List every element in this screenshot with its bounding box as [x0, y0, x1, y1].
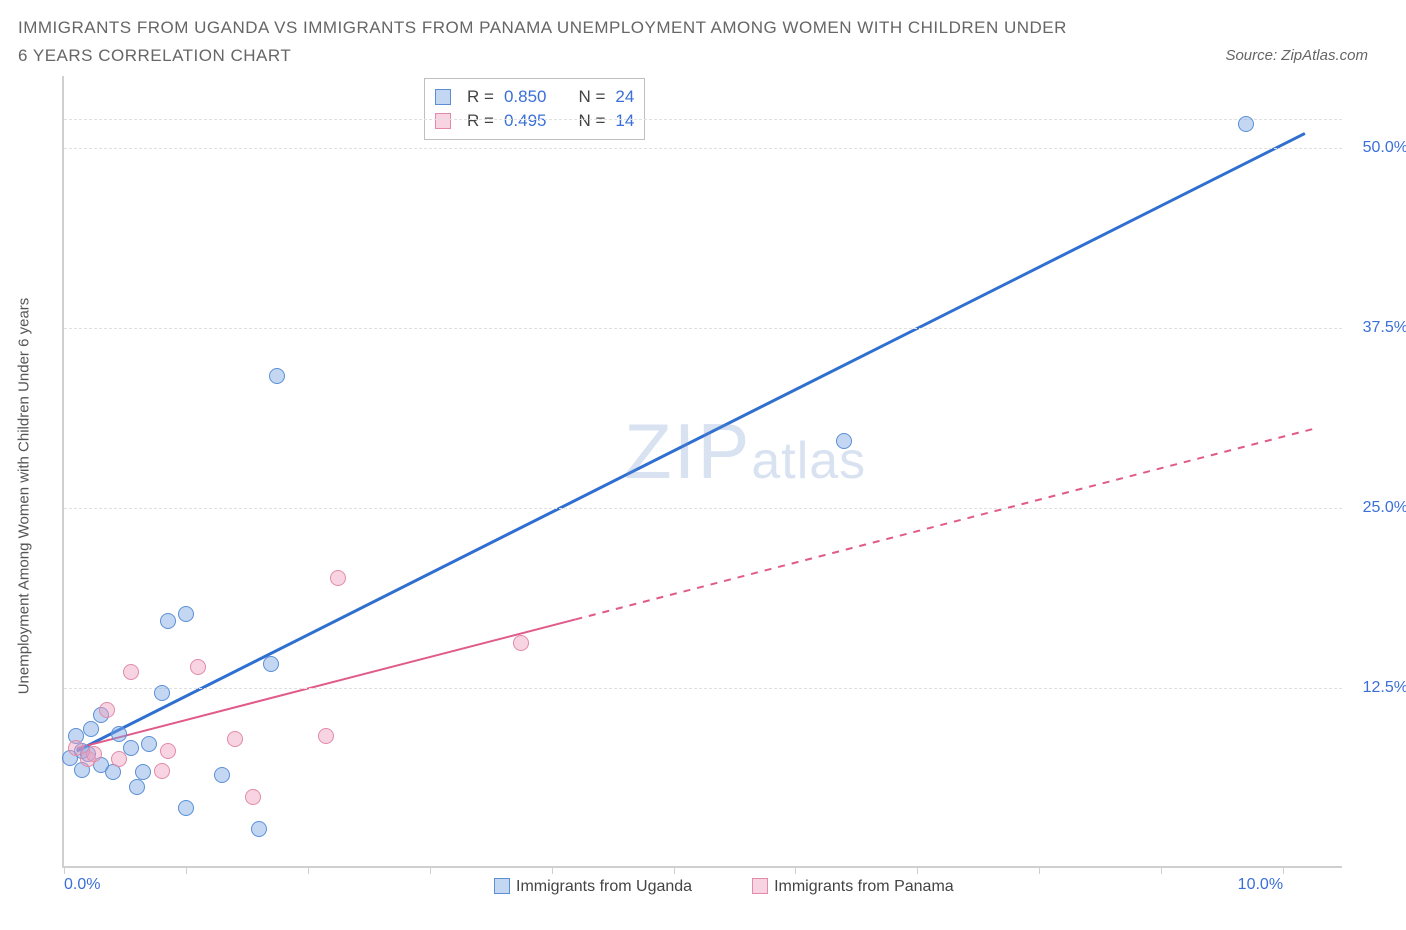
data-point-panama [123, 664, 139, 680]
data-point-uganda [111, 726, 127, 742]
x-tick-label: 10.0% [1238, 876, 1283, 894]
source-attribution: Source: ZipAtlas.com [1225, 47, 1388, 70]
x-tick [1039, 866, 1040, 874]
data-point-uganda [251, 821, 267, 837]
y-axis-label: Unemployment Among Women with Children U… [16, 298, 33, 695]
x-tick [308, 866, 309, 874]
data-point-uganda [129, 779, 145, 795]
data-point-uganda [269, 368, 285, 384]
trend-line-uganda [77, 133, 1305, 751]
data-point-uganda [836, 433, 852, 449]
grid-line [64, 119, 1342, 120]
data-point-panama [111, 751, 127, 767]
data-point-uganda [154, 685, 170, 701]
data-point-panama [513, 635, 529, 651]
data-point-panama [190, 659, 206, 675]
x-tick-label: 0.0% [64, 876, 100, 894]
x-tick [64, 866, 65, 874]
y-tick-label: 25.0% [1363, 499, 1406, 517]
x-tick [917, 866, 918, 874]
watermark: ZIPatlas [624, 406, 866, 497]
x-tick [552, 866, 553, 874]
x-tick [1283, 866, 1284, 874]
grid-line [64, 508, 1342, 509]
data-point-panama [227, 731, 243, 747]
data-point-uganda [263, 656, 279, 672]
data-point-uganda [141, 736, 157, 752]
legend-stats-row: R = 0.850N = 24 [435, 85, 634, 109]
grid-line [64, 148, 1342, 149]
grid-line [64, 328, 1342, 329]
data-point-uganda [178, 606, 194, 622]
x-tick [430, 866, 431, 874]
legend-item-panama: Immigrants from Panama [752, 878, 954, 896]
plot-area: ZIPatlas R = 0.850N = 24R = 0.495N = 14 … [62, 76, 1342, 868]
page-title: IMMIGRANTS FROM UGANDA VS IMMIGRANTS FRO… [18, 14, 1078, 70]
data-point-uganda [123, 740, 139, 756]
x-tick [795, 866, 796, 874]
data-point-uganda [83, 721, 99, 737]
y-tick-label: 37.5% [1363, 319, 1406, 337]
x-tick [1161, 866, 1162, 874]
x-tick [674, 866, 675, 874]
data-point-uganda [135, 764, 151, 780]
data-point-panama [154, 763, 170, 779]
legend-stats-row: R = 0.495N = 14 [435, 109, 634, 133]
x-tick [186, 866, 187, 874]
legend-item-uganda: Immigrants from Uganda [494, 878, 692, 896]
data-point-panama [245, 789, 261, 805]
legend-series: Immigrants from Uganda Immigrants from Pa… [494, 878, 954, 896]
data-point-panama [86, 746, 102, 762]
correlation-chart: Unemployment Among Women with Children U… [18, 76, 1388, 916]
trend-line-panama [575, 428, 1317, 620]
data-point-uganda [160, 613, 176, 629]
data-point-panama [160, 743, 176, 759]
data-point-panama [318, 728, 334, 744]
y-tick-label: 12.5% [1363, 679, 1406, 697]
y-tick-label: 50.0% [1363, 139, 1406, 157]
data-point-uganda [1238, 116, 1254, 132]
data-point-uganda [178, 800, 194, 816]
data-point-uganda [214, 767, 230, 783]
data-point-panama [99, 702, 115, 718]
grid-line [64, 688, 1342, 689]
watermark-big: ZIP [624, 407, 751, 495]
legend-stats: R = 0.850N = 24R = 0.495N = 14 [424, 78, 645, 140]
data-point-panama [330, 570, 346, 586]
